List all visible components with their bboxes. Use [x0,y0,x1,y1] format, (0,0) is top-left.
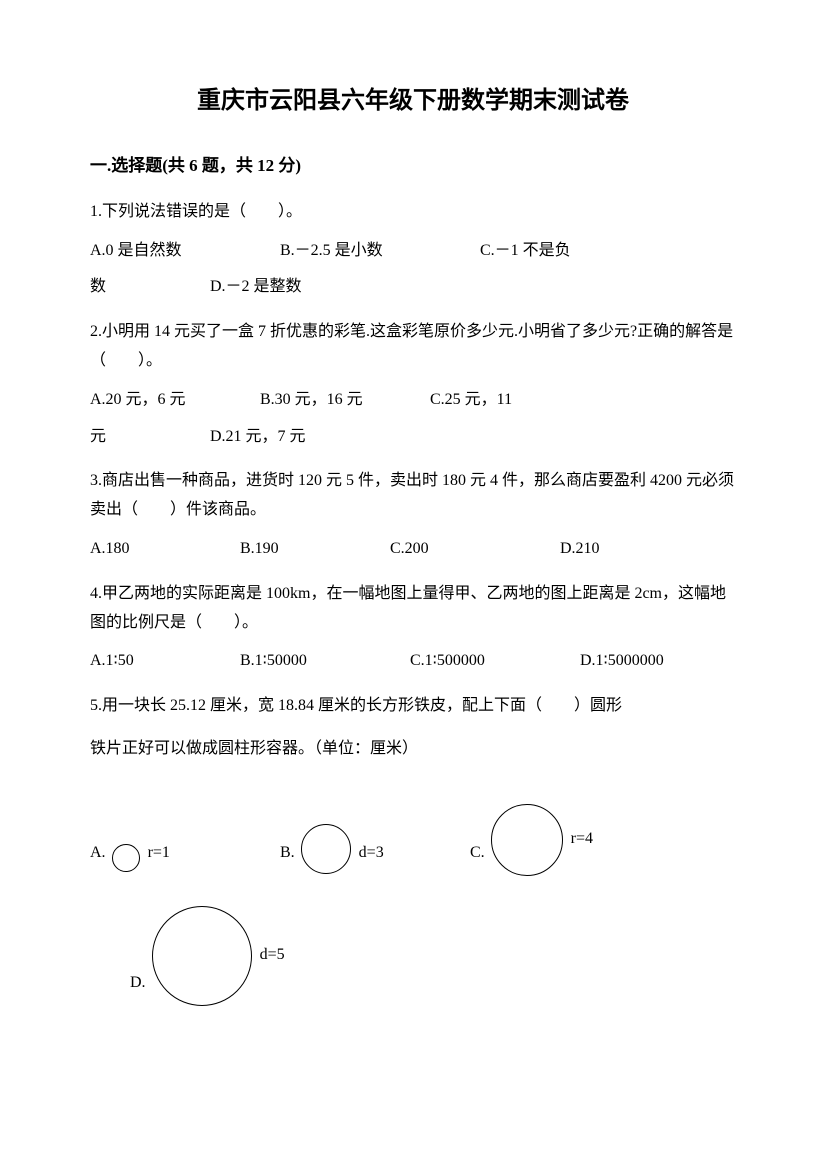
q2-option-c-cont: 元 [90,423,210,452]
q5-text-line2: 铁片正好可以做成圆柱形容器。（单位：厘米） [90,735,736,764]
q2-text: 2.小明用 14 元买了一盒 7 折优惠的彩笔.这盒彩笔原价多少元.小明省了多少… [90,318,736,376]
q2-options-row2: 元 D.21 元，7 元 [90,423,736,452]
q1-option-d: D.－2 是整数 [210,273,302,302]
q1-options-row1: A.0 是自然数 B.－2.5 是小数 C.－1 不是负 [90,237,736,266]
q3-option-a: A.180 [90,535,240,564]
page-title: 重庆市云阳县六年级下册数学期末测试卷 [90,80,736,123]
q3-option-c: C.200 [390,535,560,564]
circle-icon [491,804,563,876]
question-3: 3.商店出售一种商品，进货时 120 元 5 件，卖出时 180 元 4 件，那… [90,467,736,563]
q5-b-value: d=3 [359,839,384,876]
q4-option-a: A.1∶50 [90,647,240,676]
q3-text: 3.商店出售一种商品，进货时 120 元 5 件，卖出时 180 元 4 件，那… [90,467,736,525]
q5-c-value: r=4 [571,825,593,854]
q5-option-d: D. d=5 [130,906,285,1006]
q5-circle-row2: D. d=5 [90,906,736,1006]
q2-options-row1: A.20 元，6 元 B.30 元，16 元 C.25 元，11 [90,386,736,415]
q2-option-b: B.30 元，16 元 [260,386,430,415]
q4-option-b: B.1∶50000 [240,647,410,676]
q5-b-label: B. [280,839,295,876]
q5-option-a: A. r=1 [90,839,280,876]
q5-d-label: D. [130,969,146,1006]
q4-options: A.1∶50 B.1∶50000 C.1∶500000 D.1∶5000000 [90,647,736,676]
q2-option-d: D.21 元，7 元 [210,423,306,452]
q5-circle-row1: A. r=1 B. d=3 C. r=4 [90,804,736,876]
q3-option-d: D.210 [560,535,600,564]
q5-a-label: A. [90,839,106,876]
q4-option-c: C.1∶500000 [410,647,580,676]
q5-text-line1: 5.用一块长 25.12 厘米，宽 18.84 厘米的长方形铁皮，配上下面（ ）… [90,692,736,721]
q1-text: 1.下列说法错误的是（ ）。 [90,198,736,227]
q5-option-b: B. d=3 [280,824,470,876]
q5-option-c: C. r=4 [470,804,670,876]
q1-option-c-cont: 数 [90,273,210,302]
q2-option-a: A.20 元，6 元 [90,386,260,415]
q2-option-c: C.25 元，11 [430,386,630,415]
q4-option-d: D.1∶5000000 [580,647,664,676]
section-header: 一.选择题(共 6 题，共 12 分) [90,151,736,182]
q3-options: A.180 B.190 C.200 D.210 [90,535,736,564]
q4-text: 4.甲乙两地的实际距离是 100km，在一幅地图上量得甲、乙两地的图上距离是 2… [90,580,736,638]
q3-option-b: B.190 [240,535,390,564]
question-4: 4.甲乙两地的实际距离是 100km，在一幅地图上量得甲、乙两地的图上距离是 2… [90,580,736,676]
circle-icon [301,824,351,874]
question-5: 5.用一块长 25.12 厘米，宽 18.84 厘米的长方形铁皮，配上下面（ ）… [90,692,736,1006]
q1-option-b: B.－2.5 是小数 [280,237,480,266]
q1-option-c: C.－1 不是负 [480,237,680,266]
q1-option-a: A.0 是自然数 [90,237,280,266]
q1-options-row2: 数 D.－2 是整数 [90,273,736,302]
q5-d-value: d=5 [260,941,285,970]
circle-icon [152,906,252,1006]
circle-icon [112,844,140,872]
question-1: 1.下列说法错误的是（ ）。 A.0 是自然数 B.－2.5 是小数 C.－1 … [90,198,736,302]
question-2: 2.小明用 14 元买了一盒 7 折优惠的彩笔.这盒彩笔原价多少元.小明省了多少… [90,318,736,451]
q5-c-label: C. [470,839,485,876]
q5-a-value: r=1 [148,839,170,876]
